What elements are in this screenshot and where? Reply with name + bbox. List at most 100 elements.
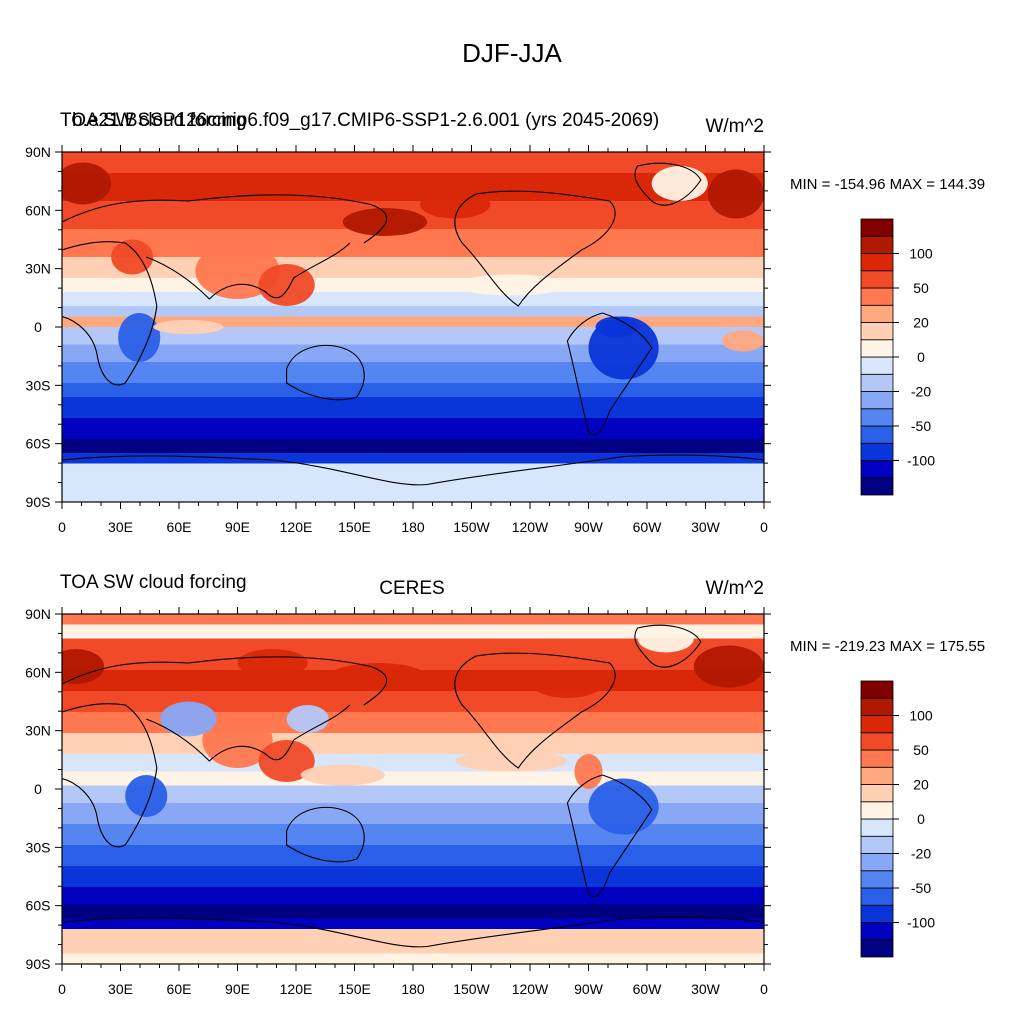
colorbar-swatch (860, 715, 894, 734)
field-region (62, 162, 112, 205)
field-region (721, 330, 764, 352)
x-tick-label: 30E (108, 519, 133, 535)
field-region (455, 274, 568, 296)
field-band (62, 229, 764, 258)
y-tick-label: 90S (26, 956, 51, 972)
variable-label: TOA SW cloud forcing (60, 572, 247, 593)
coastline (146, 242, 351, 300)
coastline (286, 344, 365, 401)
colorbar-swatch (860, 801, 894, 820)
colorbar-swatch (860, 218, 894, 237)
colorbar-label: 0 (917, 811, 925, 827)
field-band (62, 691, 764, 713)
colorbar-swatch (860, 732, 894, 751)
field-region (328, 663, 428, 691)
field-band (62, 152, 764, 174)
field-region (595, 316, 638, 338)
coastlines (62, 624, 764, 948)
field-band (62, 292, 764, 307)
colorbar-label: 20 (913, 315, 929, 331)
field-region (153, 320, 224, 334)
colorbar-label: 20 (913, 777, 929, 793)
x-tick-label: 60E (167, 519, 192, 535)
dataset-label: CERES (379, 578, 445, 599)
field-region (125, 775, 168, 817)
colorbar-swatch (860, 339, 894, 358)
field-region (342, 208, 428, 236)
colorbar-swatch (860, 766, 894, 785)
coastline (566, 774, 653, 898)
x-tick-label: 90E (225, 981, 250, 997)
field-region (62, 649, 105, 684)
x-tick-label: 180 (401, 981, 425, 997)
field-band (62, 362, 764, 384)
main-title: DJF-JJA (462, 38, 562, 68)
colorbar-swatch (860, 477, 894, 496)
field-region (118, 313, 161, 362)
field-band (62, 327, 764, 345)
x-tick-label: 150W (453, 981, 490, 997)
x-tick-label: 150W (453, 519, 490, 535)
x-tick-label: 120W (512, 981, 549, 997)
field-band (62, 397, 764, 419)
min-max-label: MIN = -219.23 MAX = 175.55 (790, 638, 986, 655)
x-tick-label: 0 (58, 981, 66, 997)
colorbar-swatch (860, 356, 894, 375)
colorbar-swatch (860, 373, 894, 392)
x-tick-label: 60E (167, 981, 192, 997)
field-region (286, 705, 329, 733)
map-plot-model: 0 30E 60E 90E 120E 150E 180 150W 120W 90W 60W 30W 09… (25, 144, 935, 535)
x-tick-label: 150E (338, 981, 371, 997)
field-region (532, 670, 603, 698)
y-tick-label: 30S (26, 839, 51, 855)
field-band (62, 785, 764, 804)
field-region (707, 169, 764, 219)
map-plot-ceres: 0 30E 60E 90E 120E 150E 180 150W 120W 90W 60W 30W 09… (25, 606, 935, 997)
x-tick-label: 0 (58, 519, 66, 535)
field-region (195, 243, 280, 299)
coastline (62, 454, 764, 486)
colorbar-label: -100 (907, 453, 935, 469)
coastline (286, 806, 365, 863)
colorbar-label: -50 (911, 880, 931, 896)
field-band (62, 316, 764, 328)
colorbar-label: -20 (911, 384, 931, 400)
field-band (62, 383, 764, 398)
field-region (588, 778, 659, 835)
coastline (634, 162, 702, 206)
colorbar-swatch (860, 408, 894, 427)
field-region (258, 264, 315, 306)
field-region (651, 166, 708, 201)
field-band (62, 824, 764, 846)
colorbar-swatch (860, 322, 894, 341)
field-band (62, 771, 764, 786)
colorbar-swatch (860, 391, 894, 410)
y-tick-label: 0 (34, 319, 42, 335)
field-region (202, 712, 273, 768)
colorbar-label: -100 (907, 915, 935, 931)
x-tick-label: 30E (108, 981, 133, 997)
colorbar-swatch (860, 304, 894, 323)
x-tick-label: 120E (280, 519, 313, 535)
colorbar-swatch (860, 442, 894, 461)
coastline (62, 703, 158, 848)
x-tick-label: 30W (691, 981, 721, 997)
x-tick-label: 120E (280, 981, 313, 997)
field-region (574, 754, 603, 789)
field-region (237, 649, 308, 677)
colorbar-swatch (860, 818, 894, 837)
x-tick-label: 180 (401, 519, 425, 535)
colorbar-label: 50 (913, 280, 929, 296)
coastline (62, 194, 388, 244)
y-tick-label: 60N (25, 202, 51, 218)
colorbar-swatch (860, 460, 894, 479)
coastline (634, 624, 702, 668)
field-region (111, 239, 154, 275)
y-tick-label: 90N (25, 144, 51, 160)
field-band (62, 614, 764, 625)
y-tick-label: 60S (26, 436, 51, 452)
x-tick-label: 90W (574, 981, 604, 997)
variable-label: TOA SW cloud forcing (60, 110, 247, 131)
field-band (62, 754, 764, 772)
colorbar-swatch (860, 870, 894, 889)
